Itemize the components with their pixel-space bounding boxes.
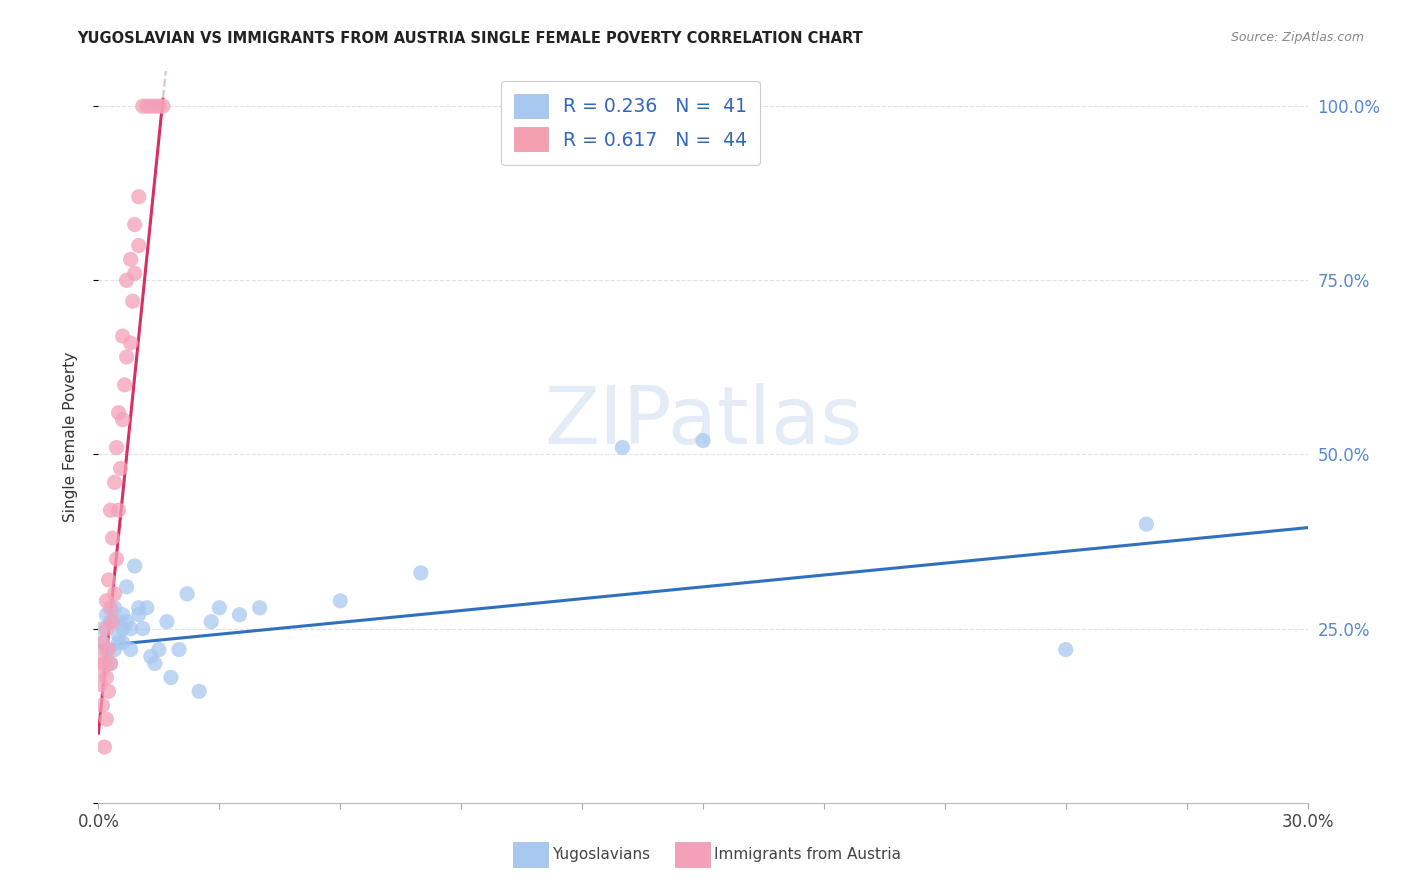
Point bbox=[100, 600, 122, 615]
Point bbox=[107, 615, 129, 629]
Point bbox=[124, 266, 146, 280]
Point bbox=[132, 622, 155, 636]
Point bbox=[111, 622, 134, 636]
Text: Yugoslavians: Yugoslavians bbox=[553, 847, 651, 862]
Text: Source: ZipAtlas.com: Source: ZipAtlas.com bbox=[1230, 31, 1364, 45]
Point bbox=[120, 336, 142, 351]
Point bbox=[111, 329, 134, 343]
Point bbox=[152, 99, 174, 113]
Point bbox=[200, 615, 222, 629]
Point bbox=[115, 615, 138, 629]
Point bbox=[1135, 517, 1157, 532]
Point bbox=[96, 622, 118, 636]
Point bbox=[139, 649, 162, 664]
Text: Immigrants from Austria: Immigrants from Austria bbox=[714, 847, 901, 862]
Point bbox=[100, 503, 122, 517]
Point bbox=[93, 657, 115, 671]
Point bbox=[128, 190, 150, 204]
Point bbox=[143, 657, 166, 671]
Point bbox=[135, 99, 157, 113]
Point bbox=[96, 642, 118, 657]
Point bbox=[96, 670, 118, 684]
Point bbox=[128, 238, 150, 252]
Point bbox=[97, 684, 120, 698]
Point bbox=[115, 580, 138, 594]
Point bbox=[103, 600, 125, 615]
Point bbox=[96, 712, 118, 726]
Point bbox=[103, 475, 125, 490]
Point bbox=[111, 412, 134, 426]
Point bbox=[249, 600, 271, 615]
Point bbox=[143, 99, 166, 113]
Point bbox=[100, 657, 122, 671]
Point bbox=[121, 294, 143, 309]
Point bbox=[228, 607, 250, 622]
Point bbox=[160, 670, 183, 684]
Point bbox=[120, 642, 142, 657]
Point bbox=[107, 406, 129, 420]
Point bbox=[100, 657, 122, 671]
Point bbox=[120, 252, 142, 267]
Legend: R = 0.236   N =  41, R = 0.617   N =  44: R = 0.236 N = 41, R = 0.617 N = 44 bbox=[501, 81, 761, 164]
Point bbox=[103, 587, 125, 601]
Point bbox=[612, 441, 634, 455]
Point bbox=[97, 573, 120, 587]
Point bbox=[115, 273, 138, 287]
Point bbox=[96, 594, 118, 608]
Point bbox=[107, 629, 129, 643]
Point bbox=[176, 587, 198, 601]
Point bbox=[115, 350, 138, 364]
Point bbox=[97, 642, 120, 657]
Point bbox=[120, 622, 142, 636]
Point bbox=[114, 377, 136, 392]
Point bbox=[93, 740, 115, 755]
Point bbox=[91, 698, 114, 713]
Point bbox=[107, 503, 129, 517]
Point bbox=[89, 649, 111, 664]
Point bbox=[128, 600, 150, 615]
Point bbox=[188, 684, 211, 698]
Point bbox=[103, 642, 125, 657]
Point bbox=[105, 552, 128, 566]
Point bbox=[409, 566, 432, 580]
Point bbox=[124, 218, 146, 232]
Text: YUGOSLAVIAN VS IMMIGRANTS FROM AUSTRIA SINGLE FEMALE POVERTY CORRELATION CHART: YUGOSLAVIAN VS IMMIGRANTS FROM AUSTRIA S… bbox=[77, 31, 863, 46]
Point bbox=[91, 635, 114, 649]
Point bbox=[101, 615, 124, 629]
Y-axis label: Single Female Poverty: Single Female Poverty bbox=[63, 352, 77, 522]
Point bbox=[105, 441, 128, 455]
Point bbox=[91, 622, 114, 636]
Point bbox=[167, 642, 190, 657]
Text: ZIPatlas: ZIPatlas bbox=[544, 384, 862, 461]
Point bbox=[89, 677, 111, 691]
Point bbox=[1054, 642, 1077, 657]
Point bbox=[692, 434, 714, 448]
Point bbox=[156, 615, 179, 629]
Point bbox=[148, 99, 170, 113]
Point bbox=[111, 635, 134, 649]
Point bbox=[128, 607, 150, 622]
Point bbox=[208, 600, 231, 615]
Point bbox=[91, 635, 114, 649]
Point bbox=[148, 642, 170, 657]
Point bbox=[110, 461, 132, 475]
Point bbox=[132, 99, 155, 113]
Point bbox=[329, 594, 352, 608]
Point bbox=[91, 664, 114, 678]
Point bbox=[101, 531, 124, 545]
Point bbox=[100, 615, 122, 629]
Point bbox=[111, 607, 134, 622]
Point bbox=[139, 99, 162, 113]
Point bbox=[107, 635, 129, 649]
Point bbox=[96, 607, 118, 622]
Point bbox=[135, 600, 157, 615]
Point bbox=[124, 558, 146, 573]
